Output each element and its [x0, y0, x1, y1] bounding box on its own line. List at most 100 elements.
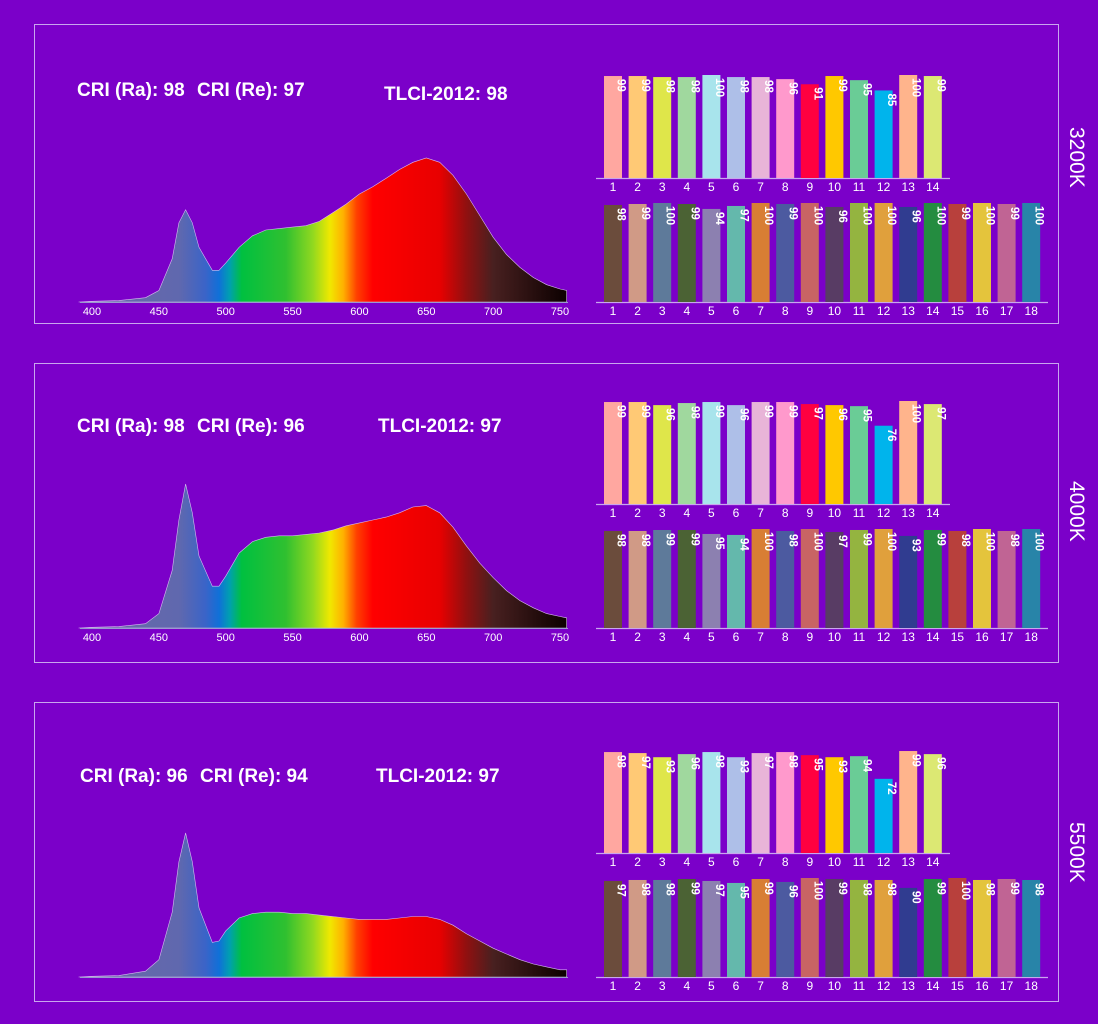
- tlci-bar: [973, 879, 991, 977]
- tlci-category-label: 13: [902, 979, 916, 993]
- tlci-category-label: 1: [610, 630, 617, 644]
- spectrum-area: [78, 832, 568, 978]
- tlci-label: TLCI-2012: 97: [376, 766, 500, 787]
- tlci-category-label: 8: [782, 630, 789, 644]
- tcs-value-label: 97: [934, 407, 946, 420]
- tlci-label: TLCI-2012: 98: [384, 84, 508, 105]
- tcs-value-label: 94: [861, 759, 873, 772]
- tcs-bar: [825, 405, 844, 504]
- tlci-category-label: 4: [683, 979, 690, 993]
- tlci-bar: [973, 203, 991, 302]
- tcs-value-label: 96: [787, 82, 799, 95]
- tcs-bar: [653, 405, 672, 504]
- tlci-bar: [923, 529, 942, 628]
- x-tick-label: 650: [417, 306, 435, 318]
- tcs-category-label: 9: [806, 855, 813, 869]
- tcs-value-label: 98: [762, 80, 774, 93]
- tlci-bar: [874, 529, 893, 628]
- tcs-category-label: 14: [926, 855, 940, 869]
- tlci-value-label: 99: [688, 207, 700, 220]
- tlci-bar: [751, 529, 770, 628]
- tlci-bar: [776, 203, 795, 302]
- tlci-category-label: 16: [975, 630, 989, 644]
- tcs-bar: [653, 77, 672, 178]
- tcs-category-label: 2: [634, 855, 641, 869]
- cri-ra-label: CRI (Ra): 98: [77, 416, 185, 437]
- tlci-bar: [923, 878, 942, 977]
- tcs-category-label: 13: [902, 855, 916, 869]
- tcs-bar: [776, 752, 795, 853]
- tlci-value-label: 99: [762, 882, 774, 895]
- x-tick-label: 550: [283, 632, 301, 644]
- tlci-value-label: 96: [836, 210, 848, 223]
- tlci-bar: [800, 529, 819, 628]
- tlci-value-label: 97: [713, 884, 725, 897]
- tcs-value-label: 99: [713, 405, 725, 418]
- tlci-category-label: 8: [782, 304, 789, 318]
- tcs-bar: [899, 751, 918, 853]
- tlci-value-label: 98: [861, 883, 873, 896]
- tcs-value-label: 99: [787, 405, 799, 418]
- tlci-value-label: 98: [984, 883, 996, 896]
- cri-ra-label: CRI (Ra): 96: [80, 766, 188, 787]
- tlci-bar: [874, 879, 893, 977]
- tcs-value-label: 97: [811, 407, 823, 420]
- tlci-value-label: 100: [885, 532, 897, 551]
- tcs-bar: [727, 405, 745, 504]
- tcs-category-label: 13: [902, 506, 916, 520]
- tlci-category-label: 3: [659, 304, 666, 318]
- tlci-value-label: 99: [787, 207, 799, 220]
- tcs-value-label: 97: [762, 756, 774, 769]
- tcs-category-label: 3: [659, 506, 666, 520]
- tcs-bar: [604, 752, 622, 853]
- tcs-bar: [850, 756, 868, 853]
- tlci-category-label: 18: [1025, 304, 1039, 318]
- tlci-value-label: 100: [664, 206, 676, 225]
- tcs-value-label: 93: [664, 760, 676, 773]
- tcs-bar: [923, 754, 942, 853]
- tlci-value-label: 100: [861, 206, 873, 225]
- tcs-bar: [702, 752, 721, 853]
- x-tick-label: 600: [350, 306, 368, 318]
- tlci-value-label: 94: [713, 212, 725, 225]
- tlci-value-label: 100: [984, 532, 996, 551]
- tcs-bar: [702, 402, 721, 504]
- tlci-category-label: 2: [634, 630, 641, 644]
- tlci-category-label: 1: [610, 304, 617, 318]
- tlci-category-label: 7: [757, 630, 764, 644]
- tlci-category-label: 15: [951, 304, 965, 318]
- tcs-category-label: 14: [926, 180, 940, 194]
- x-tick-label: 750: [551, 632, 569, 644]
- tcs-category-label: 12: [877, 855, 891, 869]
- tcs-value-label: 98: [615, 755, 627, 768]
- tlci-category-label: 5: [708, 979, 715, 993]
- tlci-bar: [800, 878, 819, 977]
- tcs-value-label: 98: [738, 80, 750, 93]
- tlci-bar: [702, 880, 721, 977]
- tlci-value-label: 94: [738, 538, 750, 551]
- tlci-value-label: 96: [787, 885, 799, 898]
- panel-charts: 9819729339649859369779889599310941172129…: [78, 751, 1048, 993]
- tcs-bar: [727, 757, 745, 853]
- tcs-category-label: 12: [877, 506, 891, 520]
- tcs-value-label: 72: [885, 782, 897, 795]
- tlci-value-label: 99: [688, 882, 700, 895]
- tlci-category-label: 18: [1025, 979, 1039, 993]
- x-tick-label: 400: [83, 306, 101, 318]
- tlci-category-label: 15: [951, 979, 965, 993]
- tlci-bar: [850, 879, 868, 977]
- tlci-bar: [997, 203, 1016, 302]
- tlci-category-label: 9: [806, 304, 813, 318]
- x-tick-label: 500: [217, 632, 235, 644]
- tlci-category-label: 17: [1000, 979, 1014, 993]
- tlci-bar: [923, 203, 942, 302]
- tlci-value-label: 99: [688, 533, 700, 546]
- panel-4000k: [34, 363, 1059, 663]
- tcs-category-label: 2: [634, 506, 641, 520]
- tlci-value-label: 99: [1008, 882, 1020, 895]
- panel-3200k: [34, 24, 1059, 324]
- tlci-category-label: 17: [1000, 304, 1014, 318]
- tlci-category-label: 6: [733, 630, 740, 644]
- tcs-value-label: 97: [639, 756, 651, 769]
